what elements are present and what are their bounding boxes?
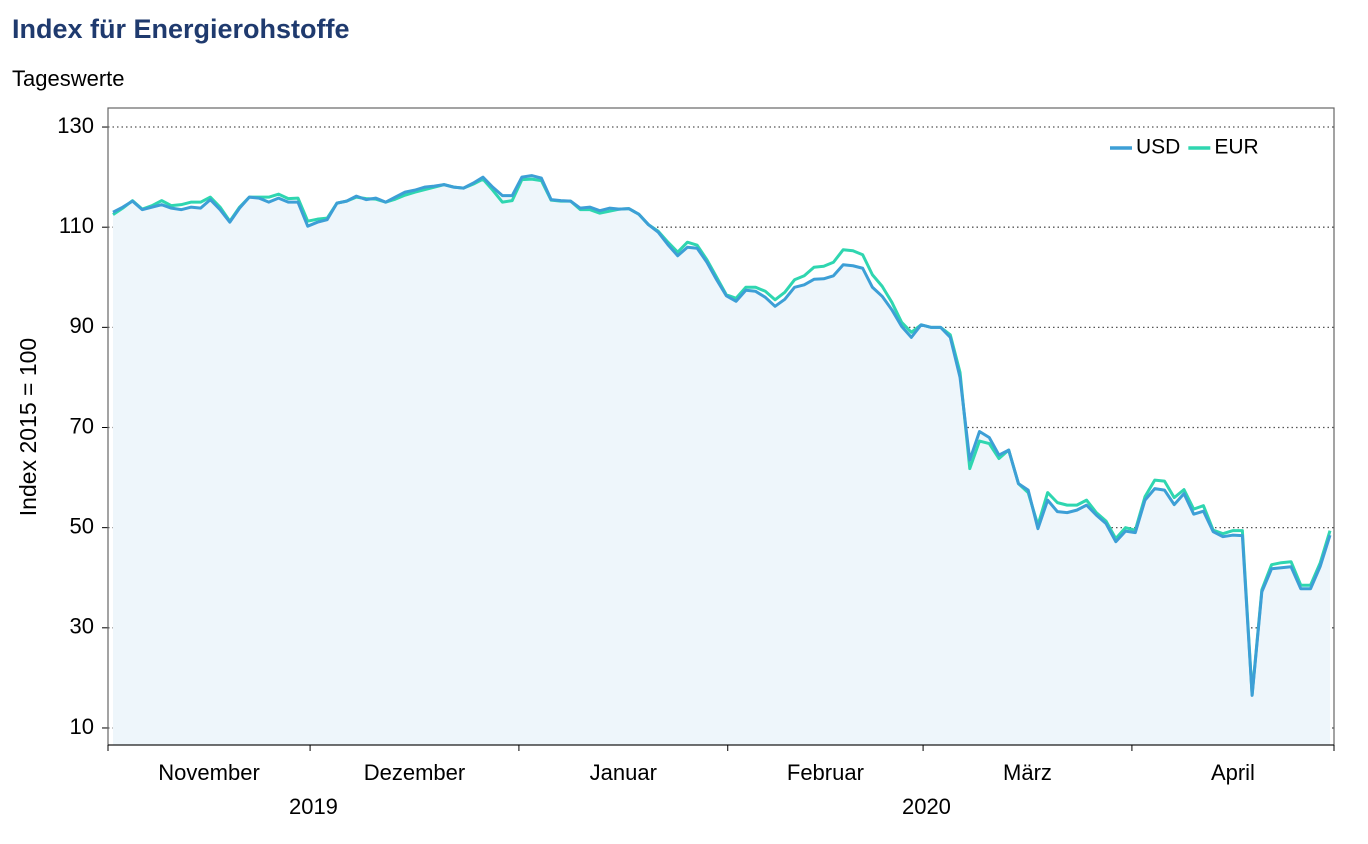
line-series [112, 174, 1332, 697]
y-tick-label: 30 [70, 614, 94, 639]
x-tick-label: April [1211, 760, 1255, 785]
x-tick-label: Februar [787, 760, 864, 785]
legend-label: EUR [1214, 136, 1258, 159]
y-tick-label: 10 [70, 714, 94, 739]
x-tick-label: März [1003, 760, 1052, 785]
area-fill [113, 175, 1330, 745]
chart-subtitle: Tageswerte [12, 66, 125, 91]
legend-label: USD [1136, 136, 1180, 159]
chart-title: Index für Energierohstoffe [12, 14, 350, 44]
x-group-label: 2019 [289, 794, 338, 819]
x-tick-label: Dezember [364, 760, 465, 785]
y-tick-label: 70 [70, 413, 94, 438]
y-tick-label: 110 [59, 213, 94, 238]
y-tick-label: 90 [70, 313, 94, 338]
y-tick-label: 50 [70, 513, 94, 538]
y-tick-label: 130 [57, 113, 94, 138]
x-tick-label: Januar [590, 760, 657, 785]
x-tick-label: November [158, 760, 259, 785]
x-group-label: 2020 [902, 794, 951, 819]
y-axis-label: Index 2015 = 100 [15, 338, 41, 516]
